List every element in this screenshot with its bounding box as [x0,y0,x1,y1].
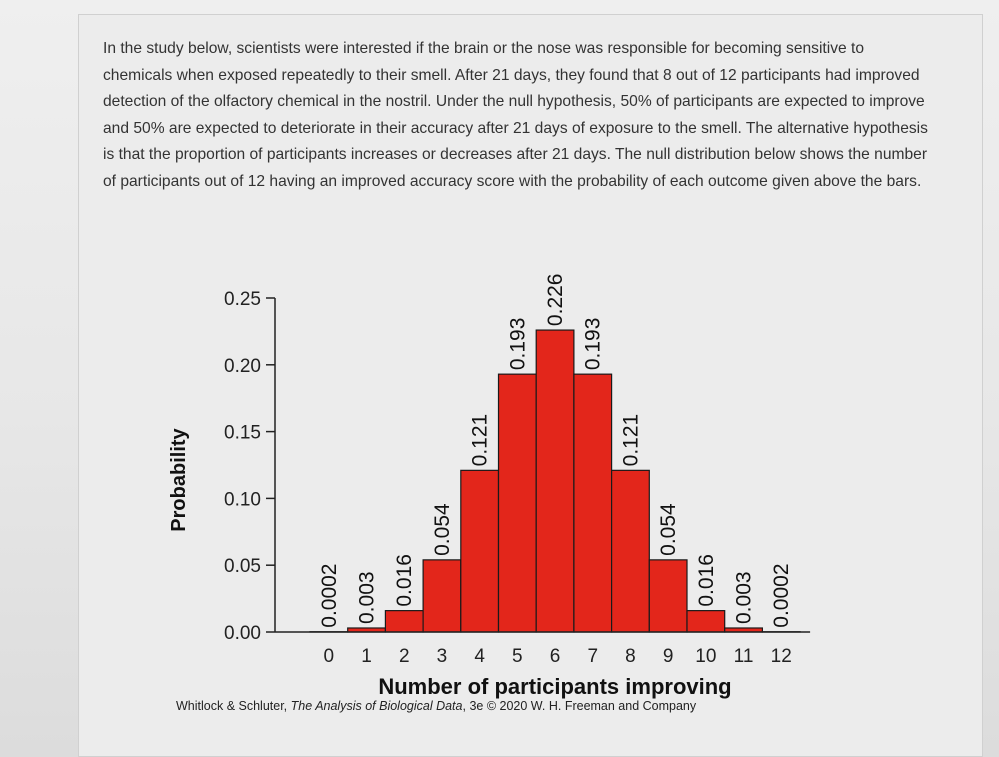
y-tick-label: 0.00 [224,623,261,644]
bar-value-label: 0.226 [544,274,567,327]
credit-rest: , 3e © 2020 W. H. Freeman and Company [462,699,697,713]
y-tick-label: 0.20 [224,356,261,377]
x-tick-label: 7 [587,646,598,667]
y-tick-label: 0.05 [224,556,261,577]
bar-9 [648,559,688,633]
bar-value-label: 0.121 [619,414,642,467]
bar-value-label: 0.054 [431,503,454,556]
x-tick-label: 12 [771,646,792,667]
bar-value-label: 0.054 [657,503,680,556]
bar-8 [610,469,650,633]
x-tick-label: 8 [625,646,636,667]
x-axis-title: Number of participants improving [378,674,731,699]
bar-value-label: 0.121 [469,414,492,467]
credit-book: The Analysis of Biological Data [290,699,463,713]
credit-authors: Whitlock & Schluter, [176,699,288,713]
bar-value-label: 0.003 [356,571,379,624]
x-tick-label: 11 [734,646,754,667]
question-text: In the study below, scientists were inte… [103,40,928,190]
x-tick-label: 1 [361,646,372,667]
y-tick-label: 0.15 [224,423,261,444]
y-tick-label: 0.25 [224,289,261,310]
bar-5 [497,373,537,633]
x-tick-label: 9 [663,646,674,667]
bar-value-label: 0.0002 [318,563,341,627]
x-tick-label: 5 [512,646,523,667]
bar-value-label: 0.193 [506,318,529,371]
x-tick-label: 10 [695,646,716,667]
x-tick-label: 2 [399,646,410,667]
y-tick-label: 0.10 [224,489,261,510]
bar-6 [535,329,575,633]
x-tick-label: 0 [324,646,335,667]
figure-credit: Whitlock & Schluter, The Analysis of Bio… [176,699,796,713]
bar-value-label: 0.016 [393,554,416,607]
x-tick-label: 3 [437,646,448,667]
bar-7 [573,373,613,633]
bar-value-label: 0.003 [733,571,756,624]
bar-3 [422,559,462,633]
bar-value-label: 0.016 [695,554,718,607]
x-tick-label: 4 [474,646,485,667]
y-axis-title: Probability [168,427,190,531]
bar-10 [686,610,726,633]
bar-2 [384,610,424,633]
bar-value-label: 0.0002 [770,563,793,627]
x-tick-label: 6 [550,646,561,667]
bar-value-label: 0.193 [582,318,605,371]
bar-4 [460,469,500,633]
